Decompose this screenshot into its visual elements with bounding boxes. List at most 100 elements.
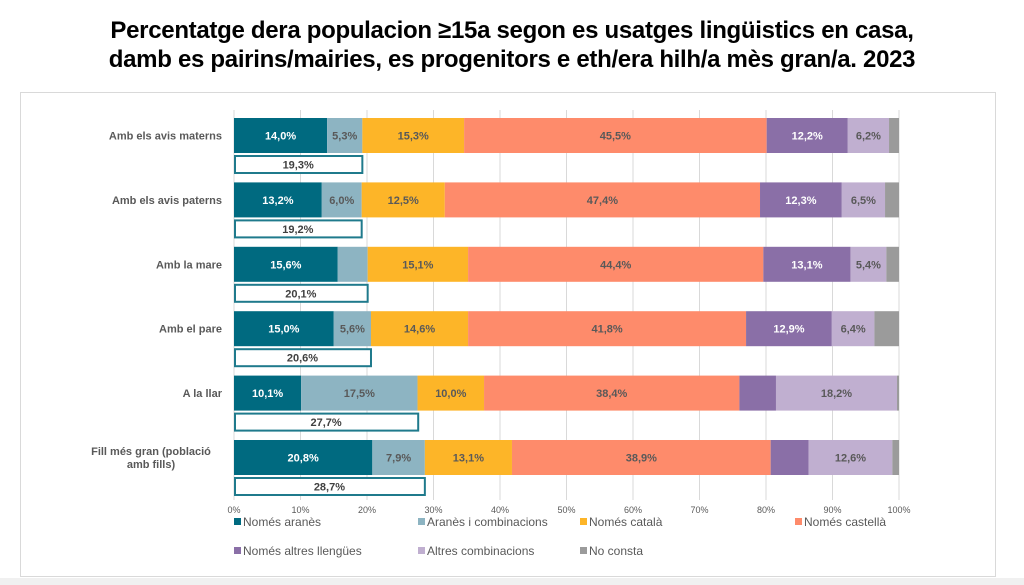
bar-segments: 14,0% 5,3% 15,3% 45,5% 12,2% 6,2% 13,2% 6,0% 12,… <box>234 118 899 475</box>
bar-segment <box>847 118 890 153</box>
x-tick-label: 70% <box>690 505 708 515</box>
aranes-total-label: 20,1% <box>285 288 316 300</box>
category-label: Amb els avis materns <box>109 131 222 143</box>
bar-segment <box>468 246 764 282</box>
bar-segment <box>234 246 338 282</box>
bar-segment <box>361 182 445 218</box>
aranes-total-box <box>234 348 372 368</box>
category-label: Amb la mare <box>156 259 222 271</box>
bar-segment <box>417 375 485 411</box>
bar-data-label: 7,9% <box>386 453 411 465</box>
chart-title: Percentatge dera populacion ≥15a segon e… <box>0 16 1024 74</box>
x-tick-label: 90% <box>823 505 841 515</box>
bar-segment <box>424 440 512 475</box>
bar-data-label: 20,8% <box>288 453 319 465</box>
x-tick-label: 50% <box>557 505 575 515</box>
bar-data-label: 10,0% <box>435 388 466 400</box>
bar-data-label: 38,9% <box>626 453 657 465</box>
bar-segment <box>763 246 851 282</box>
aranes-total-box <box>234 155 364 174</box>
grid-lines <box>233 110 900 500</box>
bar-segment <box>511 440 771 475</box>
x-tick-label: 100% <box>887 505 910 515</box>
bar-data-label: 12,2% <box>792 131 823 143</box>
bar-data-label: 6,4% <box>841 324 866 336</box>
legend-swatch <box>795 518 802 525</box>
bar-segment <box>897 375 899 411</box>
legend-label: Només aranès <box>243 515 321 529</box>
bar-segment <box>333 311 371 347</box>
aranes-total-boxes: 19,3% 19,2% 20,1% 20,6% 27,7% 28,7% <box>234 155 426 496</box>
category-label: Fill més gran (població amb fills) <box>91 446 211 471</box>
bar-segment <box>321 182 362 218</box>
category-label-line: Amb la mare <box>156 259 222 271</box>
bar-data-label: 44,4% <box>600 259 631 271</box>
legend-swatch <box>580 518 587 525</box>
legend-label: No consta <box>589 544 643 558</box>
chart-title-line-1: Percentatge dera populacion ≥15a segon e… <box>110 17 914 44</box>
bar-data-label: 12,6% <box>835 453 866 465</box>
bar-segment <box>484 375 740 411</box>
bar-segment <box>746 311 832 347</box>
bar-data-label: 17,5% <box>344 388 375 400</box>
legend-swatch <box>234 518 241 525</box>
bar-data-label: 12,5% <box>388 195 419 207</box>
bar-data-label: 47,4% <box>587 195 618 207</box>
bar-segment <box>874 311 899 347</box>
bar-segment <box>760 182 842 218</box>
bar-data-label: 6,5% <box>851 195 876 207</box>
x-tick-label: 20% <box>358 505 376 515</box>
bar-segment <box>808 440 893 475</box>
bar-data-label: 14,6% <box>404 324 435 336</box>
bar-segment <box>892 440 899 475</box>
aranes-total-box <box>234 283 369 303</box>
chart-title-line-2: damb es pairins/mairies, es progenitors … <box>108 46 916 73</box>
category-labels: Amb els avis materns Amb els avis paterns… <box>91 131 223 472</box>
x-tick-label: 60% <box>624 505 642 515</box>
bar-data-label: 41,8% <box>591 324 622 336</box>
aranes-total-label: 19,3% <box>283 160 314 172</box>
x-tick-label: 80% <box>757 505 775 515</box>
bar-data-label: 12,3% <box>785 195 816 207</box>
bar-data-label: 13,2% <box>262 195 293 207</box>
bar-segment <box>841 182 886 218</box>
bar-segment <box>775 375 898 411</box>
legend-label: Només altres llengües <box>243 544 362 558</box>
x-tick-label: 10% <box>291 505 309 515</box>
bar-segment <box>234 311 334 347</box>
legend-label: Només català <box>589 515 663 529</box>
x-tick-label: 30% <box>424 505 442 515</box>
bar-data-label: 13,1% <box>453 453 484 465</box>
bar-data-label: 45,5% <box>600 131 631 143</box>
bar-segment <box>234 118 328 153</box>
bar-segment <box>301 375 418 411</box>
bar-data-label: 13,1% <box>791 259 822 271</box>
legend: Només aranès Aranès i combinacions Només c… <box>234 515 886 558</box>
bar-segment <box>831 311 875 347</box>
bottom-strip <box>0 578 1024 585</box>
bar-segment <box>850 246 887 282</box>
legend-label: Altres combinacions <box>427 544 534 558</box>
legend-label: Només castellà <box>804 515 886 529</box>
category-label-line: Amb el pare <box>159 324 222 336</box>
legend-swatch <box>418 518 425 525</box>
bar-data-label: 15,3% <box>398 131 429 143</box>
category-label-line: amb fills) <box>127 459 176 471</box>
bar-data-label: 5,6% <box>340 324 365 336</box>
bar-segment <box>234 375 302 411</box>
bar-segment <box>372 440 425 475</box>
bar-segment <box>886 246 899 282</box>
bar-segment <box>766 118 848 153</box>
legend-label: Aranès i combinacions <box>427 515 548 529</box>
x-tick-label: 40% <box>491 505 509 515</box>
aranes-total-label: 28,7% <box>314 482 345 494</box>
bar-segment <box>889 118 899 153</box>
legend-swatch <box>418 547 425 554</box>
bar-segment <box>234 440 373 475</box>
bar-segment <box>468 311 747 347</box>
aranes-total-label: 27,7% <box>311 417 342 429</box>
bar-data-label: 15,6% <box>270 259 301 271</box>
category-label: Amb els avis paterns <box>112 195 222 207</box>
bar-segment <box>885 182 899 218</box>
